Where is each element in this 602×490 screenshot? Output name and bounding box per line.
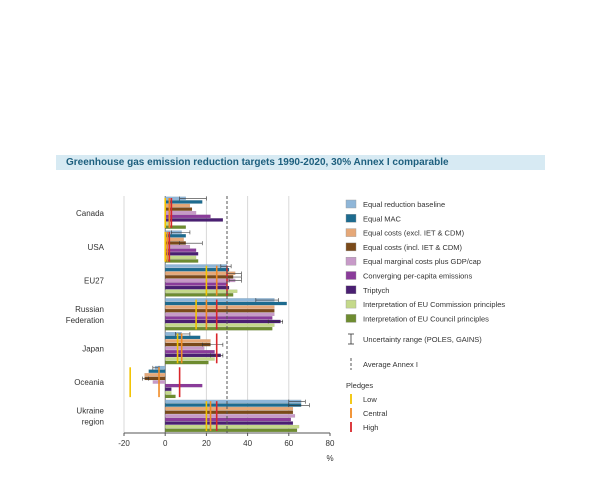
- legend-label: Interpretation of EU Council principles: [363, 314, 489, 323]
- bar: [165, 326, 273, 331]
- x-tick-label: 60: [284, 439, 293, 448]
- bar: [144, 373, 166, 377]
- legend-swatch: [345, 257, 357, 266]
- category-label: Canada: [76, 209, 105, 218]
- legend-label: Uncertainty range (POLES, GAINS): [363, 335, 482, 344]
- legend-swatch: [345, 242, 357, 252]
- bar: [165, 394, 176, 399]
- legend-label: Equal reduction baseline: [363, 200, 445, 209]
- bar: [148, 369, 166, 373]
- legend-label: Low: [363, 395, 377, 404]
- x-tick-label: 20: [202, 439, 211, 448]
- bar: [165, 319, 281, 324]
- legend-label: Average Annex I: [363, 360, 418, 369]
- bar: [165, 406, 294, 411]
- legend-label: Triptych: [363, 286, 389, 295]
- bar: [165, 305, 275, 309]
- bar: [165, 264, 228, 268]
- legend-label: Equal marginal costs plus GDP/cap: [363, 257, 481, 266]
- bar: [165, 360, 209, 365]
- x-tick-label: 40: [243, 439, 252, 448]
- bar: [165, 421, 294, 425]
- bar: [165, 428, 298, 433]
- bar: [165, 403, 302, 407]
- legend-label: Central: [363, 409, 388, 418]
- legend-swatch: [345, 199, 357, 209]
- legend-swatch: [345, 214, 357, 223]
- legend-swatch: [345, 285, 357, 294]
- bar: [165, 410, 294, 415]
- legend-swatch: [345, 228, 357, 237]
- category-label: Russian: [75, 305, 104, 314]
- bar: [165, 225, 186, 229]
- bar: [165, 391, 172, 395]
- legend-swatch: [345, 299, 357, 309]
- legend-swatch: [345, 314, 357, 323]
- bar: [165, 316, 273, 320]
- x-tick-label: 0: [163, 439, 168, 448]
- legend-label: Equal costs (incl. IET & CDM): [363, 243, 463, 252]
- legend-label: Converging per-capita emissions: [363, 272, 472, 281]
- bar: [165, 275, 234, 279]
- category-label: EU27: [84, 277, 105, 286]
- bar: [165, 383, 203, 388]
- bar: [165, 218, 224, 222]
- legend-label: Equal MAC: [363, 214, 402, 223]
- bar: [165, 282, 228, 286]
- category-label: Ukraine: [76, 407, 104, 416]
- legend-pledges-title: Pledges: [346, 381, 373, 390]
- bar: [165, 252, 199, 256]
- legend-label: Equal costs (excl. IET & CDM): [363, 229, 465, 238]
- chart-title: Greenhouse gas emission reduction target…: [66, 157, 449, 168]
- bar: [165, 417, 292, 422]
- category-label: Japan: [82, 344, 104, 353]
- bar: [165, 278, 236, 283]
- category-label: region: [82, 418, 104, 427]
- chart-title-bar: [56, 155, 545, 170]
- bar: [165, 350, 215, 354]
- bar: [165, 424, 300, 429]
- legend-label: Interpretation of EU Commission principl…: [363, 300, 505, 309]
- category-label: Federation: [66, 316, 104, 325]
- bar: [165, 312, 275, 317]
- bar: [165, 323, 275, 327]
- bar: [165, 399, 302, 404]
- bar: [165, 335, 201, 340]
- bar: [165, 357, 215, 361]
- bar: [165, 285, 230, 290]
- x-tick-label: 80: [326, 439, 335, 448]
- legend-swatch: [345, 271, 357, 280]
- bar: [165, 293, 234, 297]
- legend-label: High: [363, 423, 378, 432]
- category-label: Oceania: [74, 378, 104, 387]
- bar: [165, 289, 238, 293]
- bar: [165, 414, 296, 418]
- bar: [165, 234, 186, 238]
- bar: [165, 339, 211, 343]
- bar: [165, 346, 205, 350]
- bar: [165, 259, 199, 263]
- x-tick-label: -20: [118, 439, 130, 448]
- x-axis-label: %: [326, 454, 333, 463]
- bar: [165, 267, 230, 272]
- bar: [165, 387, 172, 391]
- bar: [165, 271, 236, 275]
- bar: [165, 308, 275, 313]
- category-label: USA: [88, 243, 105, 252]
- bar: [165, 301, 287, 306]
